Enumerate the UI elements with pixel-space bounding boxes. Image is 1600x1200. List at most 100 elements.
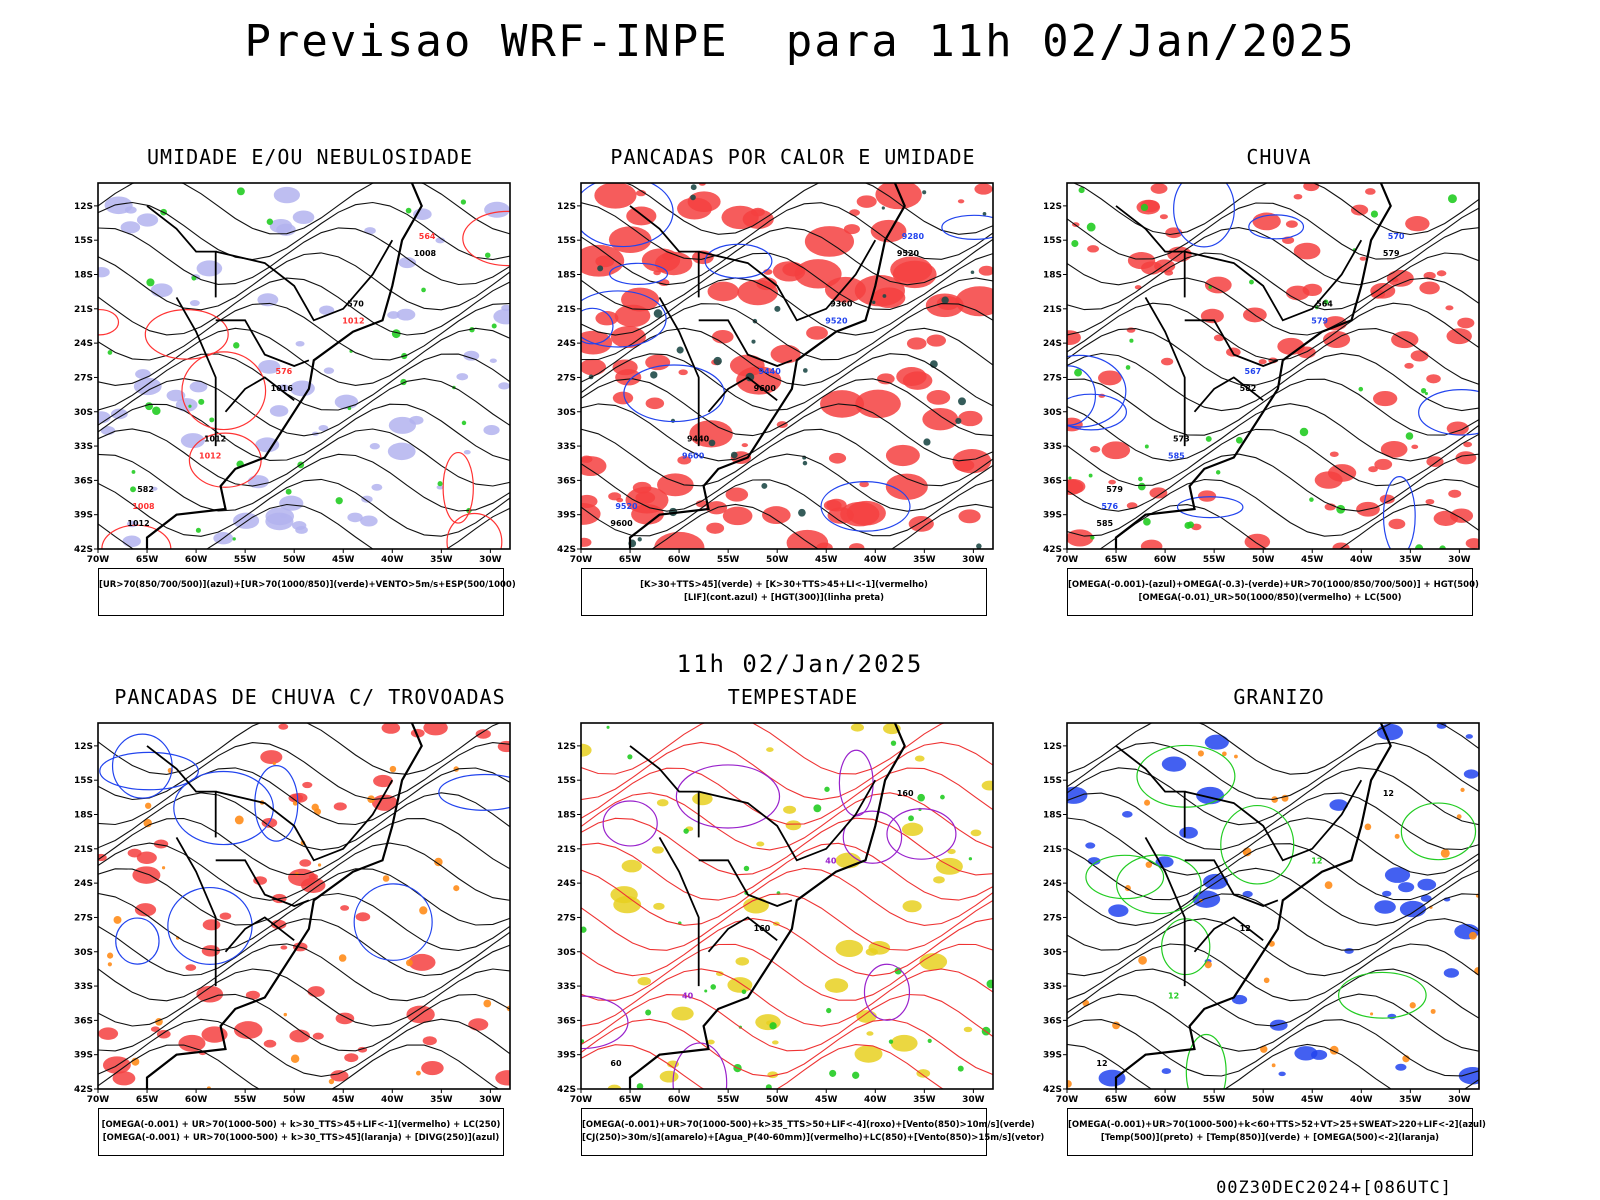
contour-label: 585 [1168,452,1185,461]
contour-line [624,183,993,235]
field-blob [120,221,141,234]
field-blob [463,450,471,455]
lon-tick-label: 55W [234,1095,257,1105]
field-blob [854,275,905,307]
field-blob [902,900,922,913]
field-blob [196,260,223,277]
secondary-contour [1067,393,1127,431]
field-blob [741,443,749,448]
lat-tick-label: 39S [1043,1051,1062,1061]
lat-tick-label: 39S [557,1051,576,1061]
accent-blob [1263,977,1270,984]
contour-line [98,252,510,311]
field-blob [856,195,877,208]
main-title: Previsao WRF-INPE para 11h 02/Jan/2025 [244,16,1356,67]
accent-blob [1215,470,1221,475]
contour-label: 579 [1311,317,1328,326]
field-blob [100,426,116,436]
lat-tick-label: 15S [557,236,576,246]
border-line [146,205,217,298]
border-line [698,779,877,862]
field-blob [1457,317,1475,329]
accent-blob [1409,1002,1416,1009]
field-blob [134,903,157,917]
coastline [628,183,906,549]
field-blob [1433,510,1459,526]
field-blob [1463,769,1479,779]
secondary-contour [462,210,510,267]
field-blob [435,237,446,244]
field-blob [1445,305,1454,311]
field-blob [958,509,981,524]
contour-line [98,842,510,901]
field-blob [641,248,681,273]
secondary-contour [99,751,199,791]
accent-blob [1447,194,1457,204]
legend-box: [OMEGA(-0.001)-(azul)+OMEGA(-0.3)-(verde… [1067,568,1479,616]
secondary-contour [115,917,160,965]
lat-tick-label: 24S [557,879,576,889]
lat-tick-label: 39S [74,511,93,521]
accent-blob [743,865,750,872]
field-blob [806,326,828,340]
accent-blob [434,857,443,867]
accent-blob [1394,833,1400,839]
accent-blob [745,372,755,382]
plot-frame [97,182,511,550]
field-blob [711,330,734,344]
accent-blob [802,368,808,373]
secondary-contour [98,308,120,336]
field-blob [1370,283,1396,299]
field-blob [484,201,510,218]
contour-line [581,993,993,1052]
lon-tick-label: 70W [1056,1095,1079,1105]
map-plot: 585 585 582 579 579 576 573 567 564 570 579 12S 15S 1… [1043,182,1480,565]
field-blob [112,1071,136,1086]
border-line [215,319,310,367]
field-blob [180,433,205,449]
field-blob [974,183,993,195]
field-blob [1067,786,1088,804]
field-blob [1436,270,1447,277]
contour-line [1067,817,1479,876]
lat-tick-label: 42S [74,545,93,555]
accent-blob [751,339,756,344]
field-blob [340,905,350,911]
contour-label: 1016 [271,384,294,393]
accent-blob [813,804,822,813]
field-blob [678,369,688,376]
lat-tick-label: 39S [557,511,576,521]
field-blob [219,912,232,920]
field-blob [581,743,592,757]
accent-blob [1090,535,1095,540]
contour-label: 582 [1240,384,1257,393]
field-blob [489,358,497,363]
contour-line [1067,943,1479,1002]
contour-line [581,277,993,336]
field-blob [645,354,671,371]
contour-line [581,403,993,462]
lon-tick-label: 65W [619,1095,642,1105]
secondary-contour [1067,354,1127,428]
field-blob [344,1053,359,1063]
field-blob [1098,370,1122,386]
field-blob [1198,490,1217,502]
field-blob [1108,479,1116,485]
field-blob [292,210,315,225]
field-blob [766,747,774,752]
border-line [1193,376,1264,413]
border-line [1144,296,1186,447]
field-blob [289,380,315,397]
accent-blob [908,815,914,822]
lat-tick-label: 12S [1043,202,1062,212]
middle-date-title: 11h 02/Jan/2025 [676,650,924,678]
lat-tick-label: 27S [557,373,576,383]
accent-blob [1125,365,1131,370]
coastline [145,183,423,549]
contour-line [581,303,993,361]
field-blob [151,486,158,491]
secondary-contour [438,773,510,811]
accent-blob [483,999,492,1008]
panel-title: GRANIZO [1233,685,1325,709]
field-blob [1204,276,1232,294]
